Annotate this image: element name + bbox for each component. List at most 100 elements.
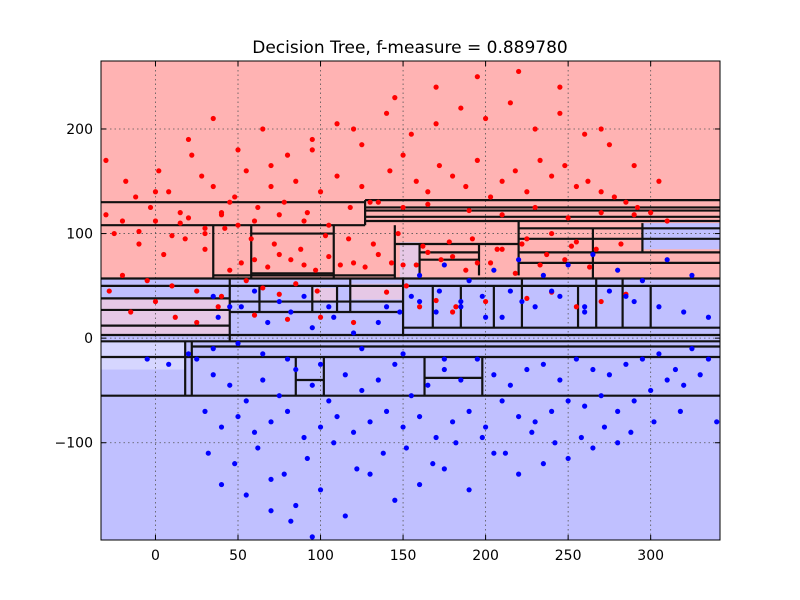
data-point-blue xyxy=(202,408,208,414)
data-point-blue xyxy=(309,325,315,331)
data-point-blue xyxy=(601,424,608,430)
data-point-blue xyxy=(403,445,409,451)
tree-split-lines xyxy=(101,198,720,397)
x-tick-label: 0 xyxy=(151,548,160,564)
data-point-red xyxy=(152,298,159,305)
data-point-blue xyxy=(714,419,720,425)
data-point-red xyxy=(524,189,530,195)
data-point-blue xyxy=(540,272,546,278)
data-point-red xyxy=(474,260,480,266)
data-point-red xyxy=(483,115,489,122)
data-point-blue xyxy=(383,304,390,310)
data-point-blue xyxy=(281,471,287,477)
data-point-red xyxy=(446,239,452,245)
data-point-blue xyxy=(276,298,282,305)
data-point-red xyxy=(185,215,192,221)
data-point-red xyxy=(119,218,126,224)
data-point-blue xyxy=(235,340,241,346)
data-point-red xyxy=(425,249,431,255)
data-point-red xyxy=(512,168,518,174)
data-point-blue xyxy=(565,455,571,462)
data-point-blue xyxy=(549,288,555,294)
data-point-blue xyxy=(210,293,216,299)
data-point-blue xyxy=(590,366,596,373)
data-point-blue xyxy=(255,445,261,451)
data-point-red xyxy=(210,115,216,122)
data-point-red xyxy=(293,178,299,184)
x-tick-label: 100 xyxy=(307,548,334,564)
data-point-red xyxy=(458,105,464,111)
data-point-blue xyxy=(359,387,365,394)
data-point-blue xyxy=(367,419,373,425)
data-point-blue xyxy=(331,314,337,320)
data-point-red xyxy=(218,293,225,299)
data-point-red xyxy=(166,189,172,195)
data-point-blue xyxy=(458,377,464,383)
data-point-blue xyxy=(304,455,310,462)
data-point-blue xyxy=(639,356,646,362)
chart-title: Decision Tree, f-measure = 0.889780 xyxy=(252,38,568,58)
data-point-red xyxy=(573,183,579,190)
data-point-blue xyxy=(491,450,497,456)
data-point-blue xyxy=(185,351,192,357)
data-point-red xyxy=(573,239,579,245)
data-point-blue xyxy=(301,434,307,441)
data-point-red xyxy=(172,314,178,320)
data-point-red xyxy=(251,257,258,263)
data-point-blue xyxy=(615,408,621,414)
data-point-blue xyxy=(474,356,480,362)
data-point-red xyxy=(119,272,126,278)
data-point-red xyxy=(227,267,233,273)
x-tick-label: 250 xyxy=(555,548,582,564)
data-point-red xyxy=(133,194,139,200)
data-point-blue xyxy=(677,408,683,414)
data-point-red xyxy=(568,243,575,249)
data-point-blue xyxy=(284,356,291,362)
data-point-blue xyxy=(350,330,357,336)
data-point-blue xyxy=(317,487,324,493)
data-point-red xyxy=(598,189,604,195)
data-point-red xyxy=(557,84,563,90)
data-point-blue xyxy=(458,298,464,305)
data-point-red xyxy=(304,210,310,216)
data-point-red xyxy=(469,236,475,242)
data-point-red xyxy=(301,262,307,268)
data-point-red xyxy=(499,246,505,252)
data-point-blue xyxy=(210,346,216,352)
data-point-blue xyxy=(519,298,525,305)
data-point-red xyxy=(598,298,604,305)
data-point-red xyxy=(519,241,525,247)
data-point-blue xyxy=(648,387,654,394)
data-point-red xyxy=(177,220,183,226)
data-point-red xyxy=(251,218,258,224)
data-point-red xyxy=(362,264,368,270)
data-point-red xyxy=(199,173,205,179)
x-tick-label: 200 xyxy=(472,548,499,564)
data-point-blue xyxy=(516,413,522,420)
data-point-blue xyxy=(507,288,513,294)
decision-region-8 xyxy=(399,241,420,278)
data-point-red xyxy=(656,178,662,184)
data-point-blue xyxy=(408,293,414,299)
data-point-blue xyxy=(210,372,216,378)
data-point-blue xyxy=(359,346,365,352)
y-tick-label: 100 xyxy=(66,227,93,243)
data-point-blue xyxy=(383,408,390,414)
data-point-blue xyxy=(664,377,670,383)
data-point-red xyxy=(593,246,599,252)
data-point-red xyxy=(623,199,629,205)
data-point-red xyxy=(395,230,401,237)
data-point-red xyxy=(606,142,613,148)
data-point-red xyxy=(359,183,365,190)
plot-area xyxy=(100,60,721,541)
data-point-blue xyxy=(326,304,332,310)
data-point-blue xyxy=(400,424,406,430)
data-point-blue xyxy=(598,393,604,399)
data-point-red xyxy=(189,152,195,158)
data-point-red xyxy=(215,304,221,310)
data-point-blue xyxy=(284,408,291,414)
data-point-red xyxy=(420,243,426,249)
data-point-blue xyxy=(631,298,637,305)
data-point-blue xyxy=(681,309,687,315)
data-point-blue xyxy=(243,492,249,498)
